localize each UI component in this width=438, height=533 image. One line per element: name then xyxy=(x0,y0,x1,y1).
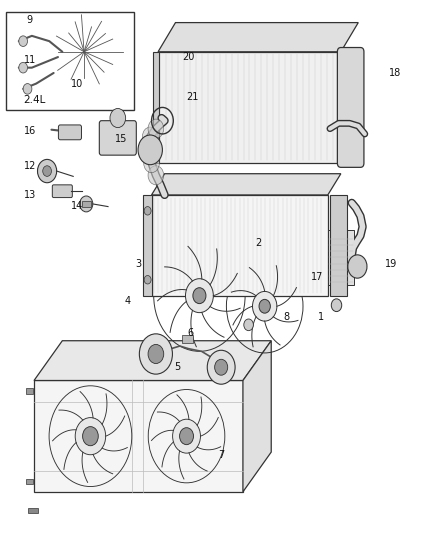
Text: 8: 8 xyxy=(283,312,290,322)
Text: 16: 16 xyxy=(24,126,36,136)
Bar xyxy=(28,508,39,513)
Text: 9: 9 xyxy=(27,15,33,25)
Circle shape xyxy=(38,159,57,183)
Text: 13: 13 xyxy=(24,190,36,200)
Bar xyxy=(143,195,152,296)
Circle shape xyxy=(138,135,162,165)
FancyBboxPatch shape xyxy=(52,185,72,198)
Circle shape xyxy=(144,154,159,173)
Text: 15: 15 xyxy=(115,134,127,144)
Text: 2: 2 xyxy=(255,238,261,248)
Circle shape xyxy=(19,36,28,46)
Bar xyxy=(152,195,328,296)
Text: 5: 5 xyxy=(174,362,181,372)
Bar xyxy=(82,201,91,207)
Circle shape xyxy=(259,300,270,313)
Circle shape xyxy=(148,166,164,185)
Circle shape xyxy=(23,84,32,94)
Circle shape xyxy=(148,119,164,138)
Polygon shape xyxy=(34,341,271,381)
Text: 2.4L: 2.4L xyxy=(23,95,46,104)
Circle shape xyxy=(207,350,235,384)
Circle shape xyxy=(348,255,367,278)
Circle shape xyxy=(43,166,51,176)
Polygon shape xyxy=(152,174,341,195)
Circle shape xyxy=(141,140,157,159)
Circle shape xyxy=(75,418,106,455)
Circle shape xyxy=(110,109,126,127)
Circle shape xyxy=(180,427,194,445)
Text: 6: 6 xyxy=(187,328,194,338)
Text: 17: 17 xyxy=(311,272,323,282)
Polygon shape xyxy=(158,22,358,52)
Circle shape xyxy=(148,344,164,364)
Bar xyxy=(328,230,354,285)
Circle shape xyxy=(253,292,277,321)
Bar xyxy=(26,479,33,484)
Circle shape xyxy=(83,426,98,446)
Circle shape xyxy=(244,319,253,330)
Circle shape xyxy=(185,279,213,313)
Text: 12: 12 xyxy=(24,161,36,171)
Text: 7: 7 xyxy=(218,450,224,460)
Circle shape xyxy=(193,288,206,304)
Text: 11: 11 xyxy=(24,55,36,64)
FancyBboxPatch shape xyxy=(99,120,136,155)
Text: 18: 18 xyxy=(389,68,401,78)
Circle shape xyxy=(144,276,151,284)
Bar xyxy=(6,12,134,110)
Bar xyxy=(158,52,341,163)
Circle shape xyxy=(80,196,93,212)
Circle shape xyxy=(215,359,228,375)
Circle shape xyxy=(139,334,173,374)
Text: 1: 1 xyxy=(318,312,325,322)
Polygon shape xyxy=(243,341,271,492)
Text: 20: 20 xyxy=(182,52,195,62)
Circle shape xyxy=(142,127,158,146)
Text: 19: 19 xyxy=(385,259,397,269)
FancyBboxPatch shape xyxy=(58,125,81,140)
Circle shape xyxy=(331,299,342,312)
Bar xyxy=(26,389,33,394)
Circle shape xyxy=(173,419,201,453)
Text: 21: 21 xyxy=(187,92,199,102)
Bar xyxy=(153,52,159,163)
Bar xyxy=(182,335,193,343)
Text: 10: 10 xyxy=(71,78,84,88)
Circle shape xyxy=(144,207,151,215)
Bar xyxy=(34,381,243,492)
Circle shape xyxy=(19,62,28,73)
Text: 4: 4 xyxy=(124,296,131,306)
FancyBboxPatch shape xyxy=(337,47,364,167)
Bar xyxy=(330,195,347,296)
Text: 3: 3 xyxy=(135,259,141,269)
Text: 14: 14 xyxy=(71,200,84,211)
Bar xyxy=(113,110,123,123)
